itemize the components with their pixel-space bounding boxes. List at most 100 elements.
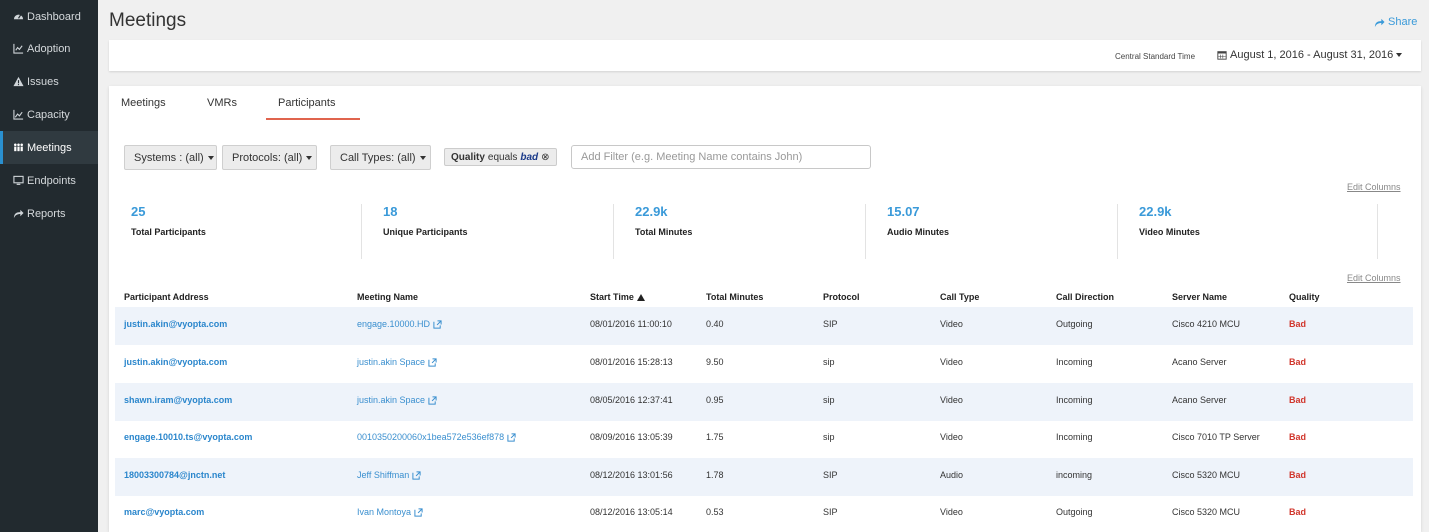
stat-label: Audio Minutes <box>887 227 949 237</box>
tab-vmrs[interactable]: VMRs <box>207 97 237 109</box>
stat-divider <box>1377 204 1378 259</box>
tab-participants[interactable]: Participants <box>278 97 336 109</box>
table-row: marc@vyopta.com Ivan Montoya 08/12/2016 … <box>115 495 1413 532</box>
stat-value: 25 <box>131 204 146 219</box>
sidebar-item-label: Endpoints <box>27 174 76 187</box>
stat-divider <box>865 204 866 259</box>
systems-filter-dropdown[interactable]: Systems : (all) <box>124 145 217 170</box>
sidebar-item-endpoints[interactable]: Endpoints <box>0 164 98 197</box>
page-title: Meetings <box>109 10 187 31</box>
call-type: Video <box>940 432 963 442</box>
sidebar-item-label: Meetings <box>27 141 72 154</box>
start-time: 08/12/2016 13:05:14 <box>590 507 673 517</box>
call-direction: Outgoing <box>1056 319 1093 329</box>
stat-value: 18 <box>383 204 398 219</box>
stat-divider <box>613 204 614 259</box>
stat-video-minutes: 22.9k Video Minutes <box>1117 204 1369 259</box>
column-header-participant-address[interactable]: Participant Address <box>124 292 209 302</box>
share-icon <box>1374 18 1385 27</box>
sidebar-item-label: Dashboard <box>27 10 81 23</box>
call-direction: incoming <box>1056 470 1093 480</box>
sidebar-item-issues[interactable]: Issues <box>0 65 98 98</box>
sidebar-item-reports[interactable]: Reports <box>0 197 98 230</box>
start-time: 08/09/2016 13:05:39 <box>590 432 673 442</box>
line-chart-icon <box>13 43 24 54</box>
sidebar-item-dashboard[interactable]: Dashboard <box>0 0 98 33</box>
sidebar: Dashboard Adoption Issues Capacity Meeti… <box>0 0 98 532</box>
share-arrow-icon <box>13 208 24 219</box>
stat-label: Unique Participants <box>383 227 468 237</box>
warning-icon <box>13 76 24 87</box>
table-row: 18003300784@jnctn.net Jeff Shiffman 08/1… <box>115 458 1413 496</box>
date-range-picker[interactable]: August 1, 2016 - August 31, 2016 <box>1217 49 1403 61</box>
total-minutes: 1.78 <box>706 470 724 480</box>
meeting-name-link[interactable]: engage.10000.HD <box>357 319 442 329</box>
external-link-icon <box>412 470 421 480</box>
monitor-icon <box>13 175 24 186</box>
add-filter-input[interactable] <box>571 145 871 169</box>
quality-filter-chip[interactable]: Quality equals bad ⊗ <box>444 148 557 166</box>
meeting-name-link[interactable]: Jeff Shiffman <box>357 470 421 480</box>
column-header-quality[interactable]: Quality <box>1289 292 1320 302</box>
server-name: Cisco 7010 TP Server <box>1172 432 1260 442</box>
stat-label: Total Participants <box>131 227 206 237</box>
call-type: Video <box>940 395 963 405</box>
quality-badge: Bad <box>1289 432 1307 442</box>
stat-audio-minutes: 15.07 Audio Minutes <box>865 204 1117 259</box>
stat-label: Total Minutes <box>635 227 693 237</box>
call-direction: Outgoing <box>1056 507 1093 517</box>
protocols-filter-dropdown[interactable]: Protocols: (all) <box>222 145 317 170</box>
sidebar-item-adoption[interactable]: Adoption <box>0 32 98 65</box>
meeting-name-link[interactable]: justin.akin Space <box>357 357 437 367</box>
participant-address-link[interactable]: shawn.iram@vyopta.com <box>124 395 233 405</box>
start-time: 08/12/2016 13:01:56 <box>590 470 673 480</box>
call-types-filter-dropdown[interactable]: Call Types: (all) <box>330 145 431 170</box>
column-header-meeting-name[interactable]: Meeting Name <box>357 292 419 302</box>
edit-columns-link-table[interactable]: Edit Columns <box>1347 273 1401 283</box>
sidebar-item-meetings[interactable]: Meetings <box>0 131 98 164</box>
participant-address-link[interactable]: marc@vyopta.com <box>124 507 205 517</box>
server-name: Cisco 5320 MCU <box>1172 507 1241 517</box>
chevron-down-icon <box>419 155 426 160</box>
start-time: 08/01/2016 15:28:13 <box>590 357 673 367</box>
column-header-call-direction[interactable]: Call Direction <box>1056 292 1115 302</box>
stat-divider <box>361 204 362 259</box>
protocol: sip <box>823 432 835 442</box>
stat-divider <box>1117 204 1118 259</box>
participants-panel: Meetings VMRs Participants Systems : (al… <box>109 86 1421 532</box>
total-minutes: 0.95 <box>706 395 724 405</box>
sidebar-item-label: Issues <box>27 75 59 88</box>
column-header-protocol[interactable]: Protocol <box>823 292 860 302</box>
call-type: Video <box>940 507 963 517</box>
column-header-server-name[interactable]: Server Name <box>1172 292 1228 302</box>
remove-filter-icon[interactable]: ⊗ <box>541 151 550 163</box>
external-link-icon <box>414 507 423 517</box>
call-direction: Incoming <box>1056 432 1093 442</box>
participant-address-link[interactable]: justin.akin@vyopta.com <box>124 357 228 367</box>
table-row: justin.akin@vyopta.com justin.akin Space… <box>115 345 1413 383</box>
sidebar-item-capacity[interactable]: Capacity <box>0 98 98 131</box>
call-type: Video <box>940 319 963 329</box>
edit-columns-link-stats[interactable]: Edit Columns <box>1347 182 1401 192</box>
start-time: 08/05/2016 12:37:41 <box>590 395 673 405</box>
protocols-filter-label: Protocols: (all) <box>232 151 303 164</box>
share-button[interactable]: Share <box>1374 16 1417 28</box>
tab-meetings[interactable]: Meetings <box>121 97 166 109</box>
meeting-name-link[interactable]: Ivan Montoya <box>357 507 423 517</box>
column-header-total-minutes[interactable]: Total Minutes <box>706 292 764 302</box>
total-minutes: 1.75 <box>706 432 724 442</box>
column-header-call-type[interactable]: Call Type <box>940 292 980 302</box>
total-minutes: 9.50 <box>706 357 724 367</box>
server-name: Cisco 5320 MCU <box>1172 470 1241 480</box>
participant-address-link[interactable]: justin.akin@vyopta.com <box>124 319 228 329</box>
area-chart-icon <box>13 109 24 120</box>
chip-field: Quality <box>451 151 485 163</box>
participant-address-link[interactable]: 18003300784@jnctn.net <box>124 470 226 480</box>
meeting-name-link[interactable]: justin.akin Space <box>357 395 437 405</box>
protocol: sip <box>823 395 835 405</box>
share-label: Share <box>1388 16 1418 28</box>
participant-address-link[interactable]: engage.10010.ts@vyopta.com <box>124 432 253 442</box>
protocol: sip <box>823 357 835 367</box>
column-header-start-time[interactable]: Start Time <box>590 292 645 302</box>
meeting-name-link[interactable]: 0010350200060x1bea572e536ef878 <box>357 432 516 442</box>
